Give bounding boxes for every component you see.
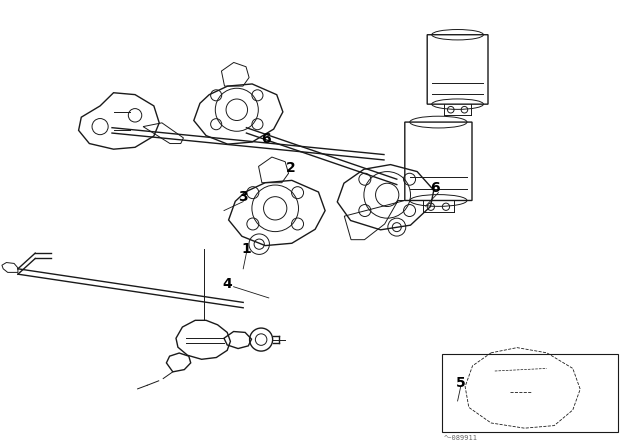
Text: 5: 5 [456,376,466,390]
Text: 3: 3 [238,190,248,204]
Bar [442,354,618,432]
Text: 4: 4 [222,277,232,292]
Text: 2: 2 [286,161,296,175]
Text: ^~089911: ^~089911 [444,435,477,441]
Text: 1: 1 [241,241,252,256]
Text: 6: 6 [430,181,440,195]
Text: 6: 6 [260,132,271,146]
